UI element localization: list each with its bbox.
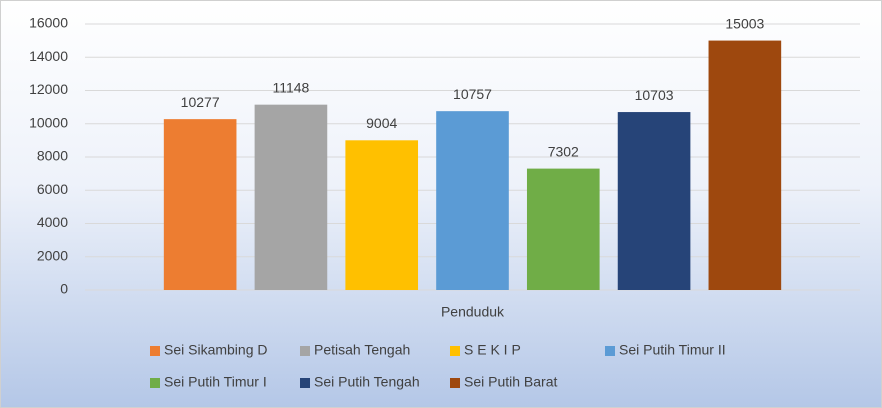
y-tick-label: 16000 — [29, 15, 68, 31]
legend-swatch — [150, 346, 160, 356]
data-label: 9004 — [366, 115, 397, 131]
data-label: 7302 — [548, 143, 579, 159]
y-tick-label: 0 — [60, 281, 68, 297]
bar — [436, 111, 509, 290]
legend-label: Sei Sikambing D — [164, 342, 268, 358]
y-tick-label: 2000 — [37, 247, 68, 263]
bar — [163, 119, 237, 291]
bar — [708, 40, 782, 290]
legend-swatch — [450, 378, 460, 388]
y-tick-label: 4000 — [37, 214, 68, 230]
legend-label: Sei Putih Barat — [464, 374, 557, 390]
bar — [526, 168, 600, 290]
legend-swatch — [450, 346, 460, 356]
y-tick-label: 12000 — [29, 81, 68, 97]
legend-label: Sei Putih Tengah — [314, 374, 420, 390]
bar — [617, 112, 691, 290]
data-label: 11148 — [272, 79, 309, 95]
data-label: 10277 — [181, 94, 220, 110]
bar — [254, 104, 328, 291]
legend-swatch — [150, 378, 160, 388]
bar — [345, 140, 419, 290]
y-tick-label: 10000 — [29, 114, 68, 130]
legend-label: S E K I P — [464, 342, 521, 358]
y-tick-label: 14000 — [29, 48, 68, 64]
legend-swatch — [605, 346, 615, 356]
data-label: 10703 — [635, 87, 674, 103]
x-tick-label: Penduduk — [441, 304, 505, 320]
legend-label: Sei Putih Timur II — [619, 342, 726, 358]
y-tick-label: 6000 — [37, 181, 68, 197]
data-label: 10757 — [453, 86, 492, 102]
legend-swatch — [300, 346, 310, 356]
legend-swatch — [300, 378, 310, 388]
y-tick-label: 8000 — [37, 148, 68, 164]
legend-label: Petisah Tengah — [314, 342, 410, 358]
legend-label: Sei Putih Timur I — [164, 374, 267, 390]
plot-area: 0 2000 4000 6000 8000 10000 12000 14000 16000 Pen… — [29, 15, 860, 390]
data-label: 15003 — [725, 15, 764, 31]
